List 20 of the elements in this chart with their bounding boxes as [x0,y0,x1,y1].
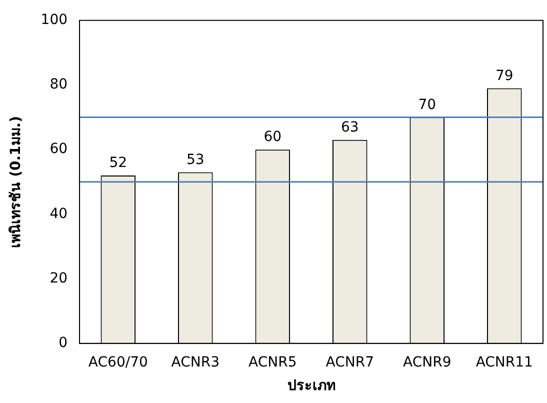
x-tick-label: AC60/70 [88,354,148,370]
data-label: 53 [186,152,204,168]
y-tick-label: 40 [50,206,68,222]
x-tick-label: ACNR7 [326,354,374,370]
data-label: 70 [418,96,436,113]
y-axis-title: เพนิเทรชัน (0.1มม.) [8,116,24,248]
x-axis-title: ประเภท [287,378,336,394]
data-label: 63 [340,120,359,136]
x-tick-label: ACNR3 [171,354,220,370]
y-tick-label: 0 [58,335,68,352]
x-tick-label: ACNR11 [476,354,533,370]
data-label: 52 [109,155,128,172]
data-label: 79 [495,68,514,84]
x-tick-label: ACNR9 [403,354,452,370]
y-tick-label: 80 [50,76,68,93]
data-label: 60 [264,129,282,146]
y-tick-label: 60 [50,141,68,158]
y-tick-label: 100 [40,12,68,28]
x-tick-label: ACNR5 [248,354,297,370]
y-tick-label: 20 [50,270,68,286]
